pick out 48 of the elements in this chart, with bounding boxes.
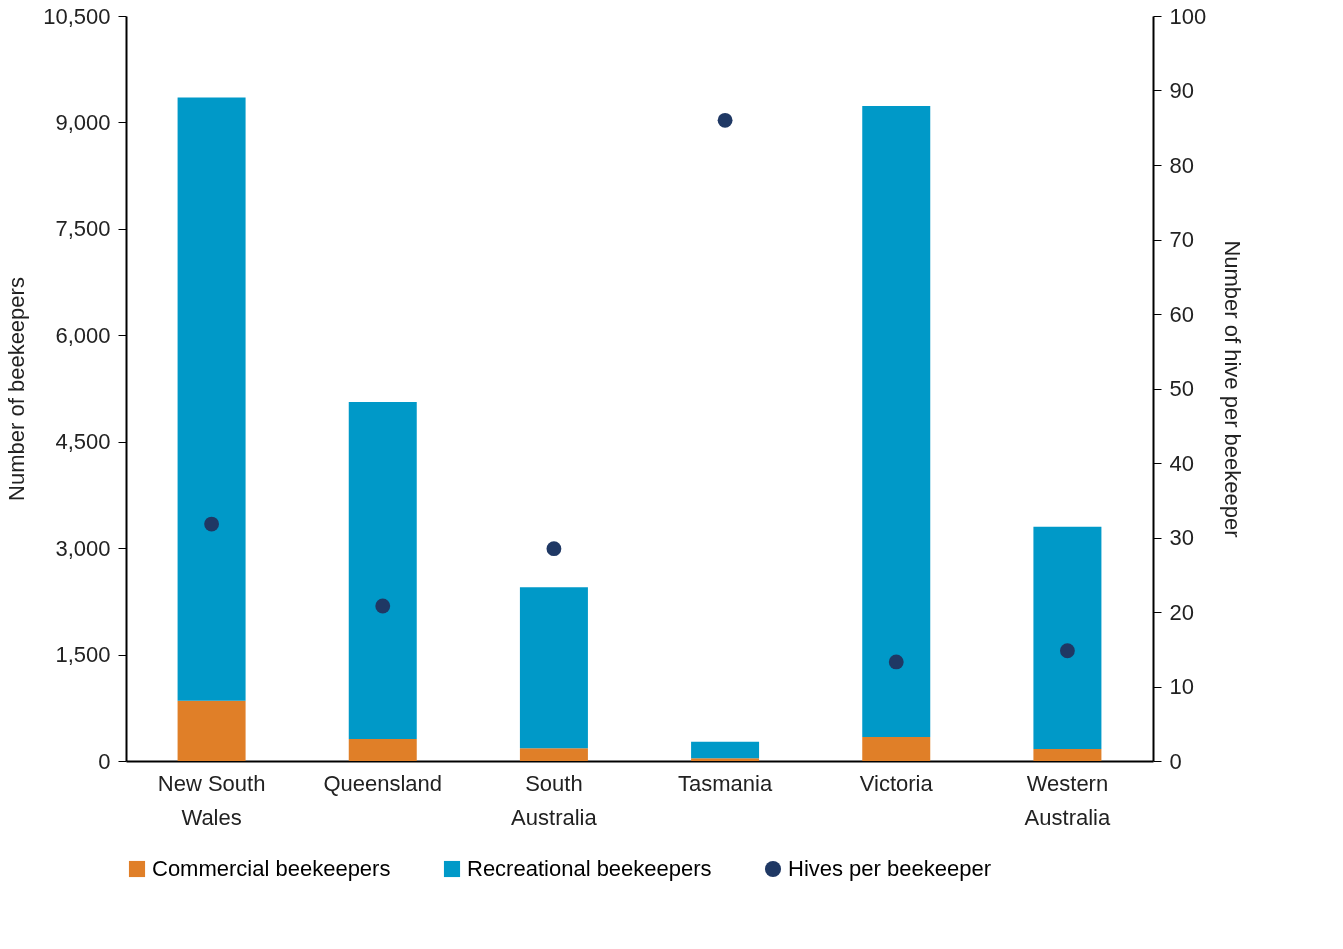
bar bbox=[177, 700, 246, 761]
bar bbox=[519, 587, 588, 749]
bar bbox=[177, 97, 246, 701]
point bbox=[546, 541, 562, 557]
legend-label: Recreational beekeepers bbox=[467, 856, 712, 881]
x-tick-label: South Australia bbox=[511, 770, 598, 830]
x-tick-label: Tasmania bbox=[678, 770, 773, 796]
y2-tick-label: 40 bbox=[1169, 450, 1194, 476]
y2-tick-label: 50 bbox=[1169, 376, 1194, 401]
y2-axis-title: Number of hive per beekeeper bbox=[1220, 240, 1246, 538]
y-tick-label: 3,000 bbox=[55, 535, 111, 561]
y2-tick-label: 90 bbox=[1169, 78, 1194, 103]
bar bbox=[1033, 748, 1102, 761]
y2-tick-label: 30 bbox=[1169, 525, 1194, 550]
point bbox=[888, 654, 904, 670]
y-tick-label: 10,500 bbox=[43, 3, 111, 29]
point bbox=[1060, 643, 1075, 659]
bar bbox=[1033, 526, 1102, 749]
y-tick-label: 6,000 bbox=[55, 322, 111, 348]
bar bbox=[348, 739, 417, 761]
bar bbox=[348, 401, 417, 739]
y-tick-label: 9,000 bbox=[55, 109, 111, 135]
y-tick-label: 7,500 bbox=[55, 216, 111, 242]
x-tick-label: New South Wales bbox=[157, 770, 266, 830]
bar bbox=[691, 741, 760, 759]
point bbox=[204, 516, 219, 532]
bar bbox=[519, 748, 588, 761]
x-tick-label: Western Australia bbox=[1024, 770, 1111, 830]
point bbox=[717, 112, 733, 128]
y2-tick-label: 20 bbox=[1169, 599, 1194, 625]
y-tick-label: 4,500 bbox=[55, 429, 111, 455]
y-tick-label: 1,500 bbox=[55, 642, 111, 668]
y2-tick-label: 100 bbox=[1169, 3, 1207, 29]
legend-label: Hives per beekeeper bbox=[788, 856, 992, 881]
bar bbox=[691, 758, 760, 761]
point bbox=[375, 598, 391, 614]
y2-tick-label: 0 bbox=[1169, 748, 1182, 774]
y-tick-label: 0 bbox=[98, 748, 111, 774]
y2-tick-label: 70 bbox=[1169, 227, 1194, 252]
y2-tick-label: 10 bbox=[1169, 674, 1194, 699]
bar bbox=[862, 736, 931, 761]
y2-tick-label: 60 bbox=[1169, 301, 1194, 327]
bar bbox=[862, 106, 931, 737]
x-tick-label: Victoria bbox=[859, 770, 934, 796]
legend-label: Commercial beekeepers bbox=[152, 856, 391, 881]
y2-tick-label: 80 bbox=[1169, 152, 1194, 178]
x-tick-label: Queensland bbox=[323, 770, 443, 796]
y-axis-title: Number of beekeepers bbox=[4, 277, 30, 501]
